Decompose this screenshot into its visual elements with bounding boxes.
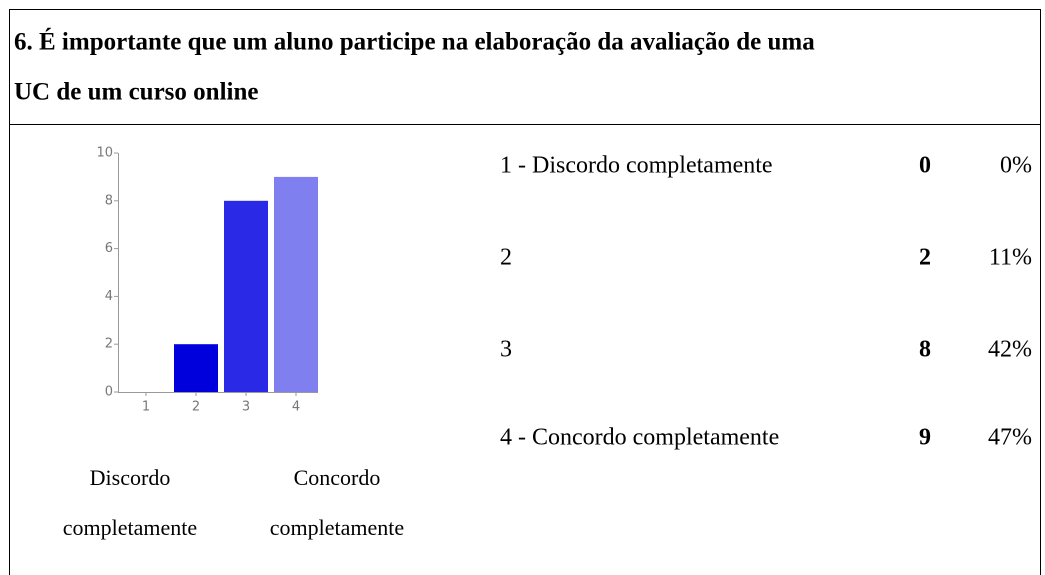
- y-tick-label: 4: [105, 289, 113, 304]
- row-label: 1 - Discordo completamente: [500, 153, 773, 179]
- scale-label: completamente: [63, 515, 197, 540]
- scale-label: Concordo: [294, 465, 381, 490]
- y-tick-label: 2: [105, 337, 113, 352]
- bar: [224, 200, 268, 392]
- row-count: 9: [919, 425, 931, 451]
- row-label: 4 - Concordo completamente: [500, 425, 779, 451]
- scale-label: completamente: [270, 515, 404, 540]
- x-tick-label: 4: [292, 400, 300, 415]
- y-tick-label: 0: [105, 385, 113, 400]
- row-percent: 47%: [988, 425, 1032, 451]
- x-tick-label: 1: [142, 400, 150, 415]
- row-percent: 11%: [989, 245, 1032, 271]
- title: UC de um curso online: [14, 79, 258, 106]
- bar: [174, 344, 218, 392]
- row-count: 8: [919, 337, 931, 363]
- x-tick-label: 2: [192, 400, 200, 415]
- y-tick-label: 8: [105, 193, 113, 208]
- title: 6. É importante que um aluno participe n…: [14, 28, 815, 56]
- y-tick-label: 6: [105, 241, 113, 256]
- x-tick-label: 3: [242, 400, 250, 415]
- row-label: 2: [500, 245, 512, 271]
- row-percent: 42%: [988, 337, 1032, 363]
- row-count: 2: [919, 245, 931, 271]
- row-count: 0: [919, 153, 931, 179]
- scale-label: Discordo: [90, 465, 171, 490]
- row-percent: 0%: [1000, 153, 1032, 179]
- row-label: 3: [500, 337, 512, 363]
- y-tick-label: 10: [96, 146, 113, 161]
- bar: [274, 176, 318, 392]
